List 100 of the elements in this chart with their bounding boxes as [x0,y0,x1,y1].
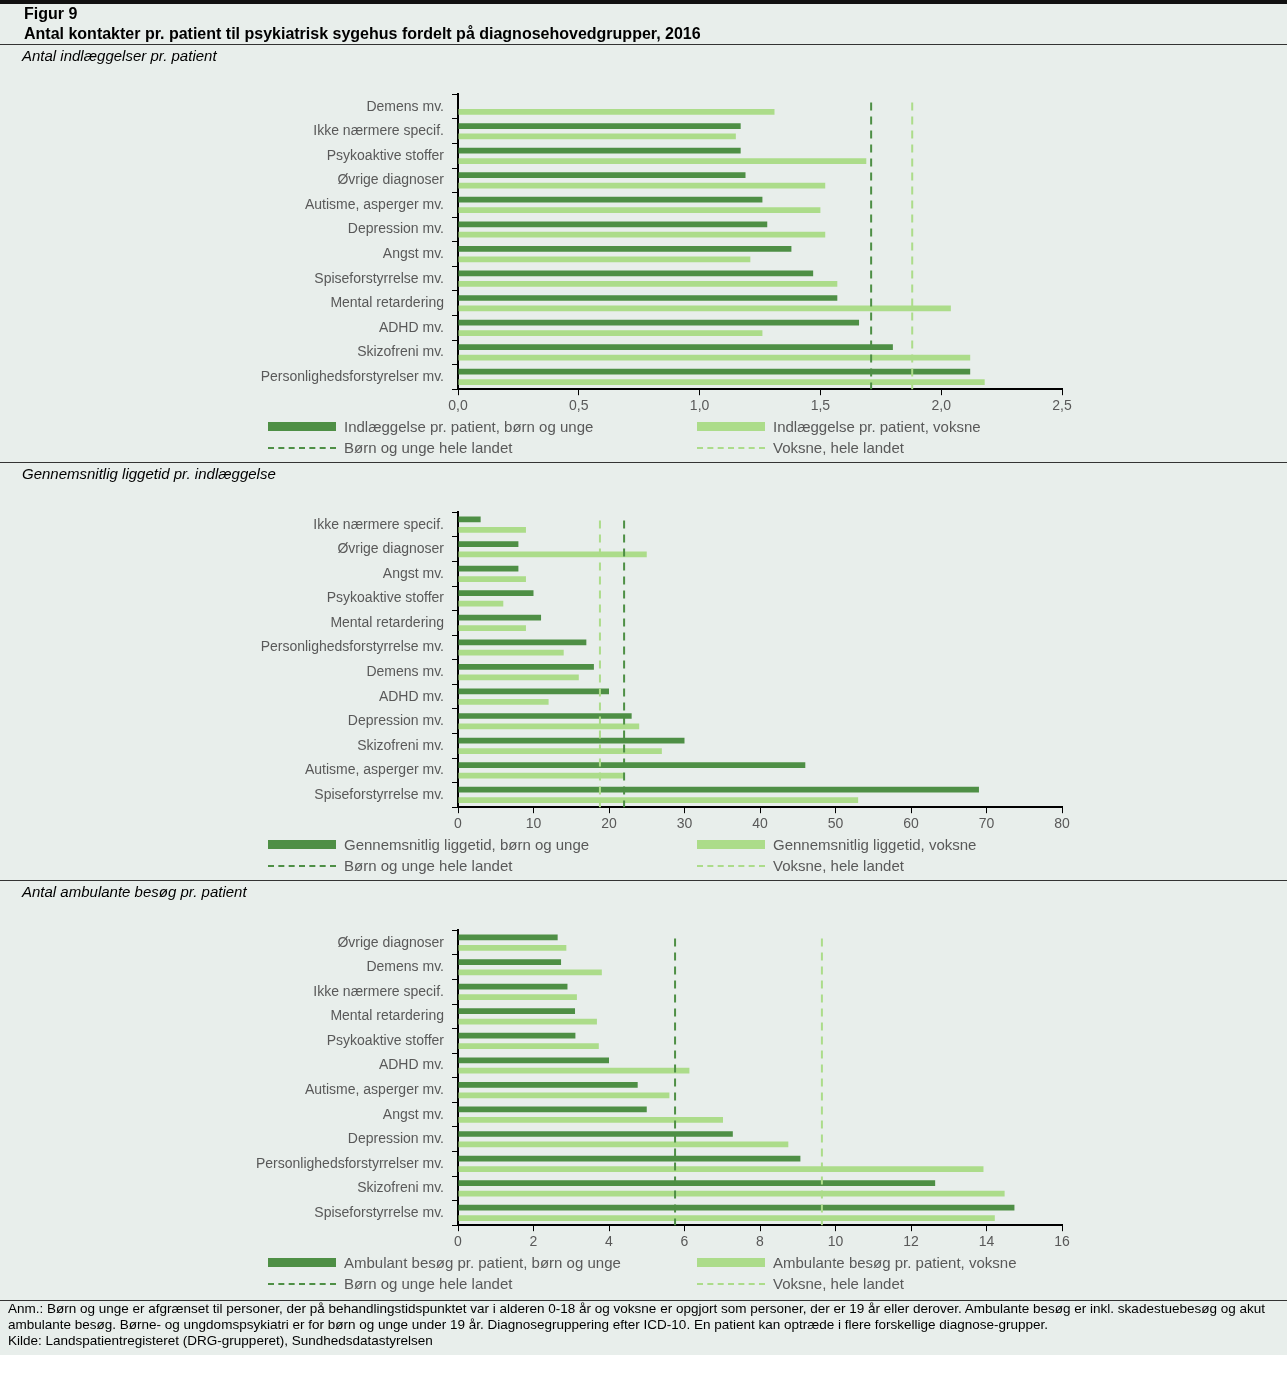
y-tick-label: ADHD mv. [378,687,444,704]
legend-label: Ambulant besøg pr. patient, børn og unge [344,1254,621,1271]
bar [458,959,562,965]
x-tick-label: 0 [454,1233,463,1250]
x-tick-label: 30 [676,815,693,832]
bar [458,1117,724,1123]
text: Figur 9 [23,4,79,24]
bar [458,1081,638,1088]
x-tick-label: 10 [525,815,542,832]
legend-label: Børn og unge hele landet [344,1275,513,1292]
y-tick-label: Depression mv. [347,712,444,729]
y-tick-label: Mental retardering [330,294,444,311]
bar [458,1032,576,1039]
bar [458,527,526,533]
y-tick-label: Skizofreni mv. [357,736,444,753]
x-tick-label: 8 [756,1233,765,1250]
x-tick-label: 0 [454,815,463,832]
y-tick-label: Autisme, asperger mv. [304,195,444,212]
x-tick-label: 2,5 [1052,397,1072,414]
bar [458,614,542,621]
x-tick-label: 1,5 [810,397,831,414]
y-tick-label: Spiseforstyrrelse mv. [314,785,444,802]
y-tick-label: Øvrige diagnoser [337,540,445,557]
legend-label: Voksne, hele landet [773,1275,904,1292]
bar [458,945,567,951]
y-tick-label: Øvrige diagnoser [337,171,445,188]
bar [458,330,763,336]
x-tick-label: 16 [1054,1233,1070,1250]
bar [458,196,763,203]
bar [458,109,775,115]
bar [458,994,577,1000]
legend-label: Voksne, hele landet [773,439,904,456]
bar [458,590,534,597]
bar [458,158,867,164]
bar [458,221,768,228]
x-tick-label: 10 [827,1233,844,1250]
bar [458,649,564,656]
y-tick-label: Psykoaktive stoffer [326,1031,445,1048]
y-tick-label: Spiseforstyrrelse mv. [314,1203,444,1220]
text: Gennemsnitlig liggetid pr. indlæggelse [21,464,277,484]
y-tick-label: Spiseforstyrrelse mv. [314,269,444,286]
bar [458,256,751,263]
y-tick-label: Autisme, asperger mv. [304,1080,444,1097]
x-tick-label: 0,0 [448,397,468,414]
bar [458,1008,576,1015]
x-tick-label: 12 [903,1233,919,1250]
y-tick-label: ADHD mv. [378,1056,444,1073]
y-tick-label: Demens mv. [366,662,444,679]
x-tick-label: 2,0 [931,397,952,414]
x-tick-label: 50 [827,815,844,832]
legend-label: Indlæggelse pr. patient, voksne [773,418,981,435]
legend-label: Ambulante besøg pr. patient, voksne [773,1254,1017,1271]
bar [458,207,821,214]
bar [458,639,587,646]
y-tick-label: Personlighedsforstyrrelse mv. [260,638,444,655]
y-tick-label: Angst mv. [382,1105,444,1122]
y-tick-label: Ikke nærmere specif. [313,122,444,139]
text: Anm.: Børn og unge er afgrænset til personer, der på behandlingstidspunktet var i alderen 0-18 år og voksne er opgjort som personer, der er 19 år eller derover. Ambulante besøg er inkl. skadestuebesøg og akut ambulante besøg. Børne- og ungdomspsykiatri er for børn og unge under 19 år. Diagnosegruppering efter ICD-10. En patient kan optræde i flere forskellige diagnose-grupper. [0,1300,1287,1333]
y-tick-label: Depression mv. [347,1130,444,1147]
y-tick-label: Mental retardering [330,613,444,630]
legend-label: Gennemsnitlig liggetid, børn og unge [344,836,590,853]
x-tick-label: 0,5 [569,397,589,414]
text: Antal kontakter pr. patient til psykiatrisk sygehus fordelt på diagnosehovedgrupper, 2016 [0,24,1287,45]
y-tick-label: Demens mv. [366,97,444,114]
y-tick-label: Depression mv. [347,220,444,237]
x-tick-label: 4 [605,1233,614,1250]
text: Kilde: Landspatientregisteret (DRG-grupperet), Sundhedsdatastyrelsen [7,1333,434,1349]
y-tick-label: Autisme, asperger mv. [304,761,444,778]
bar [458,281,838,287]
text: Antal indlæggelser pr. patient [20,46,218,66]
bar [458,1057,609,1064]
bar [458,172,746,179]
x-tick-label: 60 [903,815,919,832]
y-tick-label: Personlighedsforstyrelser mv. [260,367,444,384]
y-tick-label: Øvrige diagnoser [337,933,445,950]
x-tick-label: 70 [978,815,995,832]
bar [458,245,792,252]
y-tick-label: Skizofreni mv. [357,343,444,360]
bar [458,1043,599,1050]
y-tick-label: Ikke nærmere specif. [313,982,444,999]
legend-label: Børn og unge hele landet [344,439,513,456]
y-tick-label: Skizofreni mv. [357,1179,444,1196]
legend-label: Gennemsnitlig liggetid, voksne [773,836,977,853]
y-tick-label: Angst mv. [382,244,444,261]
legend-label: Voksne, hele landet [773,857,904,874]
bar [458,1067,690,1074]
bar [458,541,519,547]
bar [458,231,826,238]
bar [458,295,838,301]
y-tick-label: Mental retardering [330,1007,444,1024]
y-tick-label: ADHD mv. [378,318,444,335]
legend-label: Indlæggelse pr. patient, børn og unge [344,418,594,435]
x-tick-label: 1,0 [689,397,710,414]
y-tick-label: Ikke nærmere specif. [313,515,444,532]
y-tick-label: Angst mv. [382,564,444,581]
bar [458,699,549,705]
bar [458,674,579,681]
bar [458,1092,670,1099]
x-tick-label: 40 [752,815,768,832]
y-tick-label: Demens mv. [366,958,444,975]
